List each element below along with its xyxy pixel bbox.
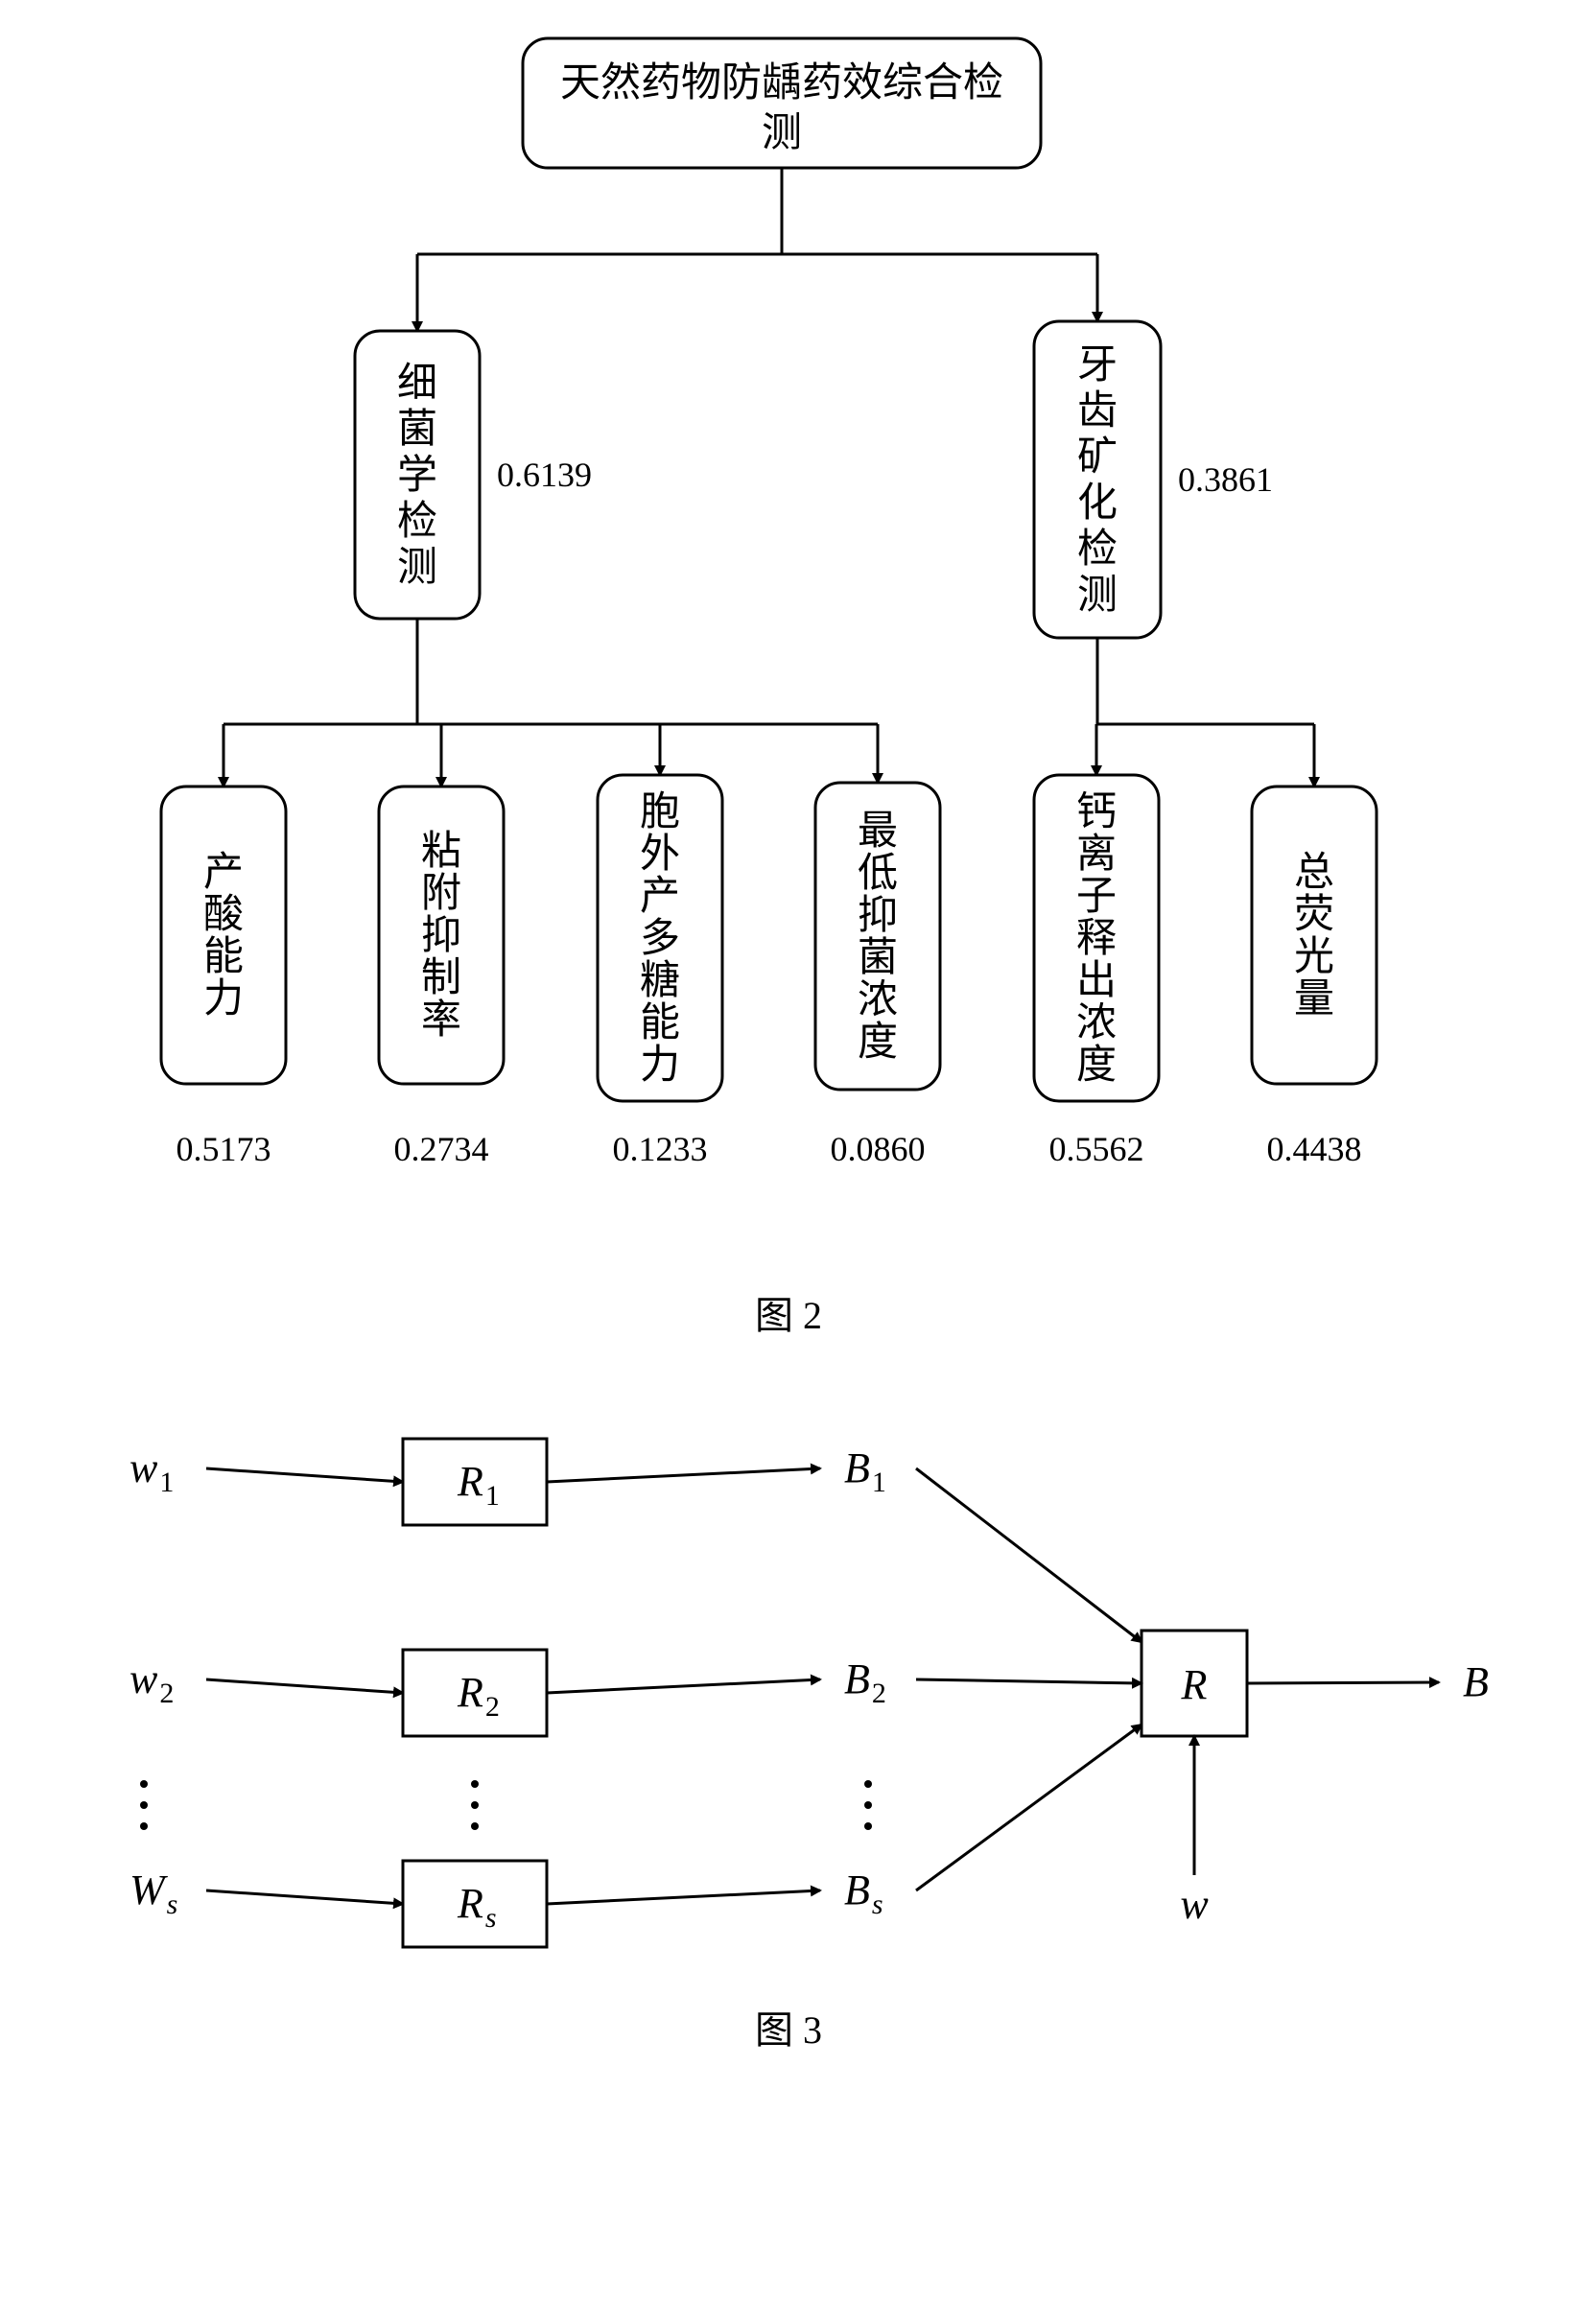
fig2-l1-char: 检 <box>1077 527 1118 572</box>
fig2-l1-char: 牙 <box>1077 343 1118 387</box>
fig2-l1-weight-mineralization: 0.3861 <box>1178 460 1273 499</box>
fig2-l2-char: 附 <box>421 872 461 916</box>
fig2-l2-char: 抑 <box>421 914 461 958</box>
fig3-vdots <box>140 1780 148 1788</box>
fig2-l2-char: 产 <box>203 851 244 895</box>
fig3-vdots <box>864 1780 872 1788</box>
fig3-input-1: w2 <box>129 1655 174 1709</box>
fig3-bfinal: B <box>1463 1658 1489 1705</box>
fig2-l2-char: 浓 <box>1076 1001 1117 1045</box>
fig2-l2-char: 度 <box>1076 1044 1117 1088</box>
fig2-l2-weight: 0.1233 <box>613 1130 708 1168</box>
fig3-edge-b-to-r <box>916 1468 1142 1642</box>
fig2-l2-weight: 0.0860 <box>831 1130 926 1168</box>
fig2-l2-char: 度 <box>858 1021 898 1065</box>
figure-3: w1w2WsR1R2RsB1B2BsRwB图 3 <box>129 1439 1489 2052</box>
fig2-l2-char: 最 <box>858 810 898 854</box>
fig2-l2-char: 酸 <box>203 893 244 937</box>
fig2-l2-char: 量 <box>1294 977 1334 1021</box>
fig3-vdots <box>864 1801 872 1809</box>
fig2-l2-char: 粘 <box>421 830 461 874</box>
fig3-boutput-2: Bs <box>844 1866 883 1920</box>
fig2-l2-char: 浓 <box>858 978 898 1022</box>
fig2-l2-char: 制 <box>421 956 461 1000</box>
fig3-caption: 图 3 <box>755 2008 822 2052</box>
fig2-l2-weight: 0.5562 <box>1049 1130 1144 1168</box>
fig2-l1-char: 测 <box>1077 574 1118 618</box>
fig2-l2-char: 出 <box>1076 959 1117 1003</box>
fig3-input-2: Ws <box>129 1866 177 1920</box>
fig3-input-0: w1 <box>129 1444 174 1498</box>
fig2-l2-char: 荧 <box>1294 893 1334 937</box>
fig2-l2-char: 子 <box>1076 875 1117 919</box>
fig3-vdots <box>140 1801 148 1809</box>
fig3-vdots <box>140 1822 148 1830</box>
fig3-edge-r-to-b <box>547 1890 820 1904</box>
fig2-l2-char: 多 <box>640 917 680 961</box>
fig2-l2-char: 总 <box>1294 851 1334 895</box>
fig2-l1-char: 矿 <box>1077 435 1118 480</box>
fig2-l2-char: 低 <box>858 852 898 896</box>
fig3-vdots <box>864 1822 872 1830</box>
fig2-l2-char: 钙 <box>1076 790 1117 834</box>
fig3-edge-rfinal-to-b <box>1247 1682 1439 1683</box>
fig3-vdots <box>471 1801 479 1809</box>
fig3-edge-b-to-r <box>916 1725 1142 1890</box>
fig3-wfinal: w <box>1180 1881 1209 1928</box>
fig2-l2-char: 能 <box>640 1001 680 1045</box>
fig2-l2-char: 外 <box>640 833 680 877</box>
fig3-edge-w-to-r <box>206 1468 403 1482</box>
fig2-l1-char: 检 <box>397 499 437 544</box>
fig3-edge-b-to-r <box>916 1679 1142 1683</box>
fig2-l2-weight: 0.2734 <box>394 1130 489 1168</box>
fig2-l2-weight: 0.4438 <box>1267 1130 1362 1168</box>
fig2-l1-char: 测 <box>397 546 437 590</box>
fig2-l1-weight-bacteriology: 0.6139 <box>497 456 592 494</box>
fig2-l2-char: 能 <box>203 935 244 979</box>
fig2-l1-char: 菌 <box>397 408 437 452</box>
figure-2: 天然药物防龋药效综合检测细菌学检测0.6139牙齿矿化检测0.3861产酸能力0… <box>161 38 1377 1337</box>
fig3-vdots <box>471 1780 479 1788</box>
fig2-l2-char: 率 <box>421 998 461 1043</box>
fig2-l2-char: 离 <box>1076 832 1117 877</box>
fig3-boutput-1: B2 <box>844 1655 886 1709</box>
fig2-l2-char: 力 <box>203 977 244 1021</box>
fig2-l1-char: 齿 <box>1077 389 1118 434</box>
fig2-l1-char: 化 <box>1077 481 1118 526</box>
fig2-l2-char: 光 <box>1294 935 1334 979</box>
fig2-l1-char: 细 <box>397 362 437 406</box>
fig2-l2-char: 糖 <box>640 959 680 1003</box>
fig2-root-line1: 天然药物防龋药效综合检 <box>560 60 1003 106</box>
fig3-rfinal-label: R <box>1181 1661 1208 1708</box>
fig2-l2-char: 产 <box>640 875 680 919</box>
fig3-edge-r-to-b <box>547 1468 820 1482</box>
fig3-boutput-0: B1 <box>844 1444 886 1498</box>
fig3-edge-w-to-r <box>206 1679 403 1693</box>
fig3-edge-r-to-b <box>547 1679 820 1693</box>
page-container: 天然药物防龋药效综合检测细菌学检测0.6139牙齿矿化检测0.3861产酸能力0… <box>0 0 1577 2324</box>
fig2-l1-char: 学 <box>397 453 437 498</box>
fig2-l2-char: 抑 <box>858 894 898 938</box>
fig2-l2-char: 力 <box>640 1044 680 1088</box>
fig2-l2-char: 释 <box>1076 917 1117 961</box>
fig3-vdots <box>471 1822 479 1830</box>
fig2-l2-char: 菌 <box>858 936 898 980</box>
fig2-l2-char: 胞 <box>640 790 680 834</box>
fig3-edge-w-to-r <box>206 1890 403 1904</box>
fig2-root-line2: 测 <box>762 111 802 155</box>
fig2-l2-weight: 0.5173 <box>177 1130 271 1168</box>
diagrams-svg: 天然药物防龋药效综合检测细菌学检测0.6139牙齿矿化检测0.3861产酸能力0… <box>0 0 1577 2324</box>
fig2-caption: 图 2 <box>755 1294 822 1337</box>
